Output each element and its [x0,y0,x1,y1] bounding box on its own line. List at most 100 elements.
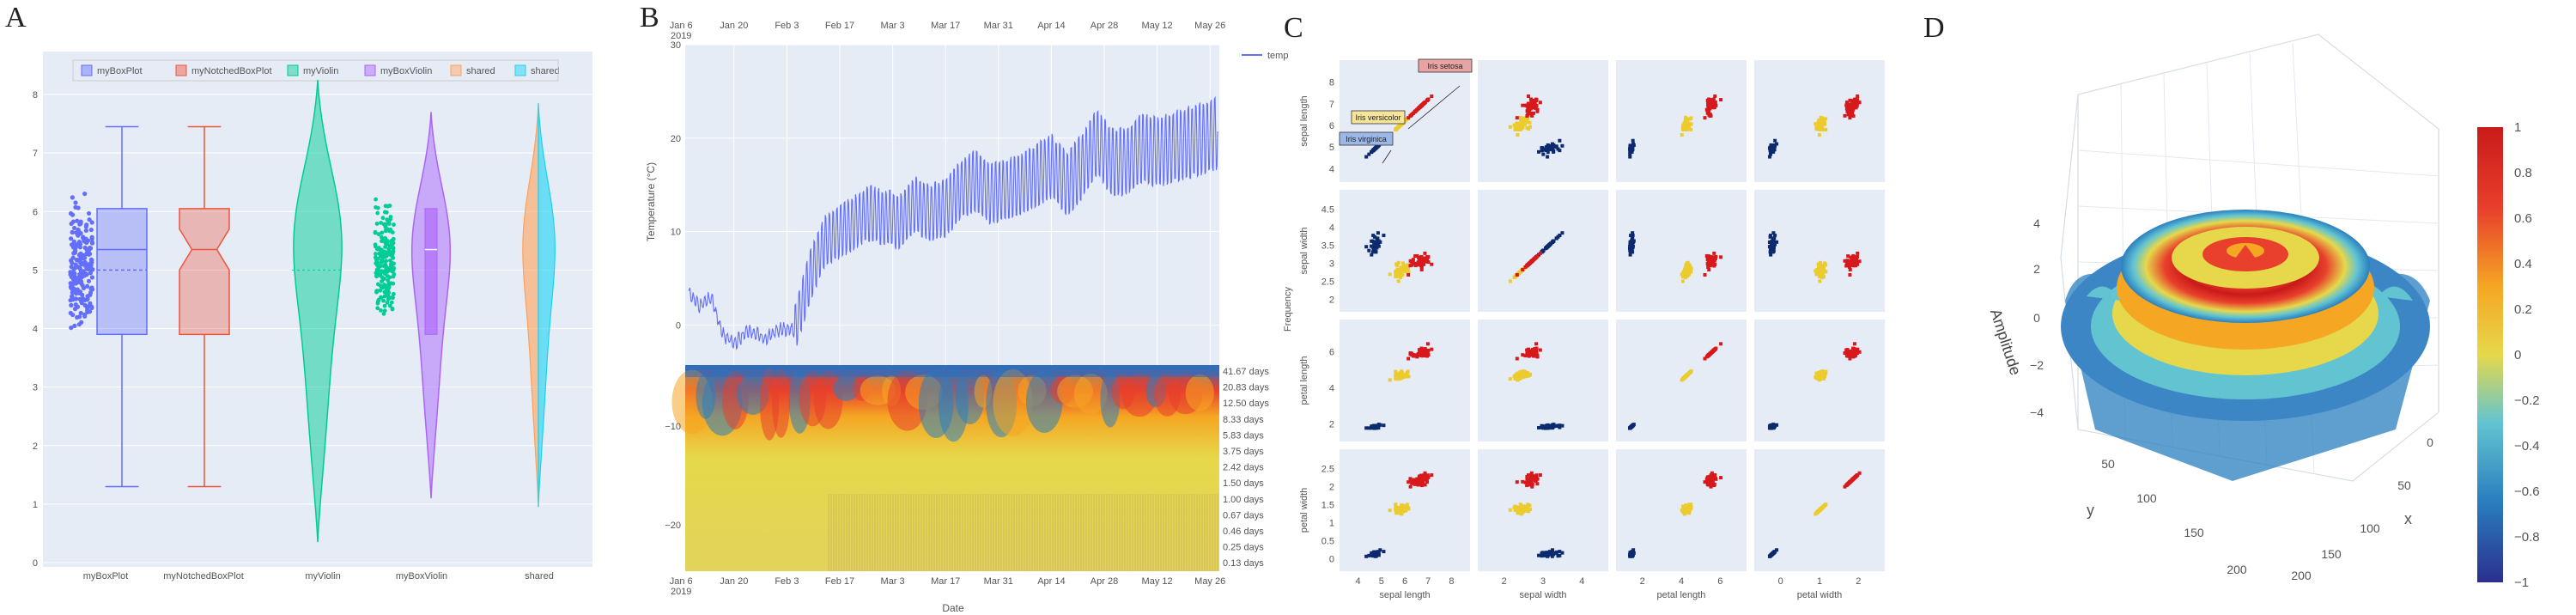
annotation-label-c: Iris versicolor [1355,113,1400,122]
scatter-point [1545,423,1549,428]
scatter-point [1552,423,1556,427]
colorbar-tick-label: 0.6 [2514,211,2532,226]
scatter-point [1711,97,1716,101]
scatter-point [1719,342,1723,346]
scatter-point [1771,231,1776,235]
scatter-point [1560,231,1564,235]
scatter-point [1706,109,1710,113]
colorbar [2477,127,2503,582]
scatter-point [1767,240,1771,244]
scatter-point [1373,146,1377,150]
panel-label-b: B [640,2,659,33]
scatter-point [1682,510,1686,515]
scatter-point [1712,103,1716,107]
scatter-point [1689,505,1693,509]
scatter-point [1397,371,1401,375]
scatter-point [1775,240,1779,244]
scatter-point [1719,476,1723,480]
x-tick-label-top-b: Apr 14 [1037,21,1065,31]
scatter-point [1515,122,1519,126]
scatter-point [1714,103,1718,107]
scatter-point [1767,155,1771,159]
scatter-point [1382,550,1386,554]
scatter-point [1376,231,1380,235]
scatter-point [1549,241,1553,246]
data-point [77,245,83,250]
scatter-point [1364,426,1369,430]
data-point [391,237,395,242]
scatter-point [1630,146,1634,150]
scatter-point [1372,249,1376,253]
y-tick-label-a: 6 [33,207,38,217]
scatter-point [1552,149,1556,154]
data-point [75,314,80,320]
scatter-point [1558,234,1562,238]
scatter-point [1856,251,1860,255]
scatter-point [1558,550,1562,554]
data-point [82,245,88,250]
scatter-point [1770,249,1774,253]
data-point [70,260,75,265]
data-point [381,311,386,316]
data-point [78,310,83,316]
scatter-point [1512,123,1516,127]
data-point [89,275,95,280]
scatter-point [1370,253,1374,257]
data-point [82,314,88,319]
scatter-point [1771,149,1776,154]
scatter-point [1689,127,1693,131]
scatter-point [1370,552,1374,557]
scatter-point [1848,116,1852,120]
scatter-point [1522,369,1526,374]
data-point [73,245,78,250]
scatter-point [1770,146,1774,150]
box [96,208,148,336]
scatter-point [1417,258,1421,262]
scatter-point [1373,243,1377,247]
scatter-point [1817,373,1821,377]
scatter-point [1535,109,1540,113]
data-point [83,236,88,241]
scatter-point [1819,265,1823,270]
annotation-label-c: Iris setosa [1427,62,1462,70]
data-point [76,205,81,210]
temperature-line [688,95,1218,350]
data-point [379,221,384,225]
data-point [374,197,378,202]
scatter-point [1712,474,1716,478]
scatter-point [1422,262,1426,266]
scatter-point [1370,426,1374,430]
x-tick-label-top-b: Feb 3 [775,21,799,31]
scatter-point [1527,509,1531,514]
scatter-point [1419,104,1424,108]
scatter-point [1534,107,1538,111]
data-point [392,261,396,266]
scatter-point [1426,475,1431,479]
scatter-point [1430,94,1434,99]
data-point [75,218,80,223]
scatter-point [1682,375,1686,380]
scatter-point [1417,352,1421,356]
scatter-point [1524,120,1528,125]
heatmap-period-label: 1.00 days [1223,495,1264,505]
scatter-point [1514,127,1518,131]
scatter-point [1401,261,1406,265]
panel-a: 0 1 2 3 4 5 6 7 8 myBoxPlot myNotchedBoxPlot myViol… [33,52,592,582]
y-tick-label-c: 0.5 [1321,537,1334,547]
data-point [378,264,383,269]
scatter-point [1394,127,1399,131]
data-point [382,308,387,314]
scatter-point [1709,98,1713,102]
data-point [73,301,78,308]
scatter-point [1521,479,1525,484]
scatter-point [1373,424,1377,429]
y-tick-label-c: 3 [1329,259,1334,270]
scatter-point [1530,484,1534,489]
scatter-point [1519,503,1523,508]
annotation-box-c [1351,110,1406,125]
scatter-point [1851,114,1856,119]
x-tick-label-top-b: Mar 3 [881,21,905,31]
scatter-point [1394,271,1398,276]
annotation-box-c [1418,58,1473,73]
scatter-point [1515,375,1519,380]
